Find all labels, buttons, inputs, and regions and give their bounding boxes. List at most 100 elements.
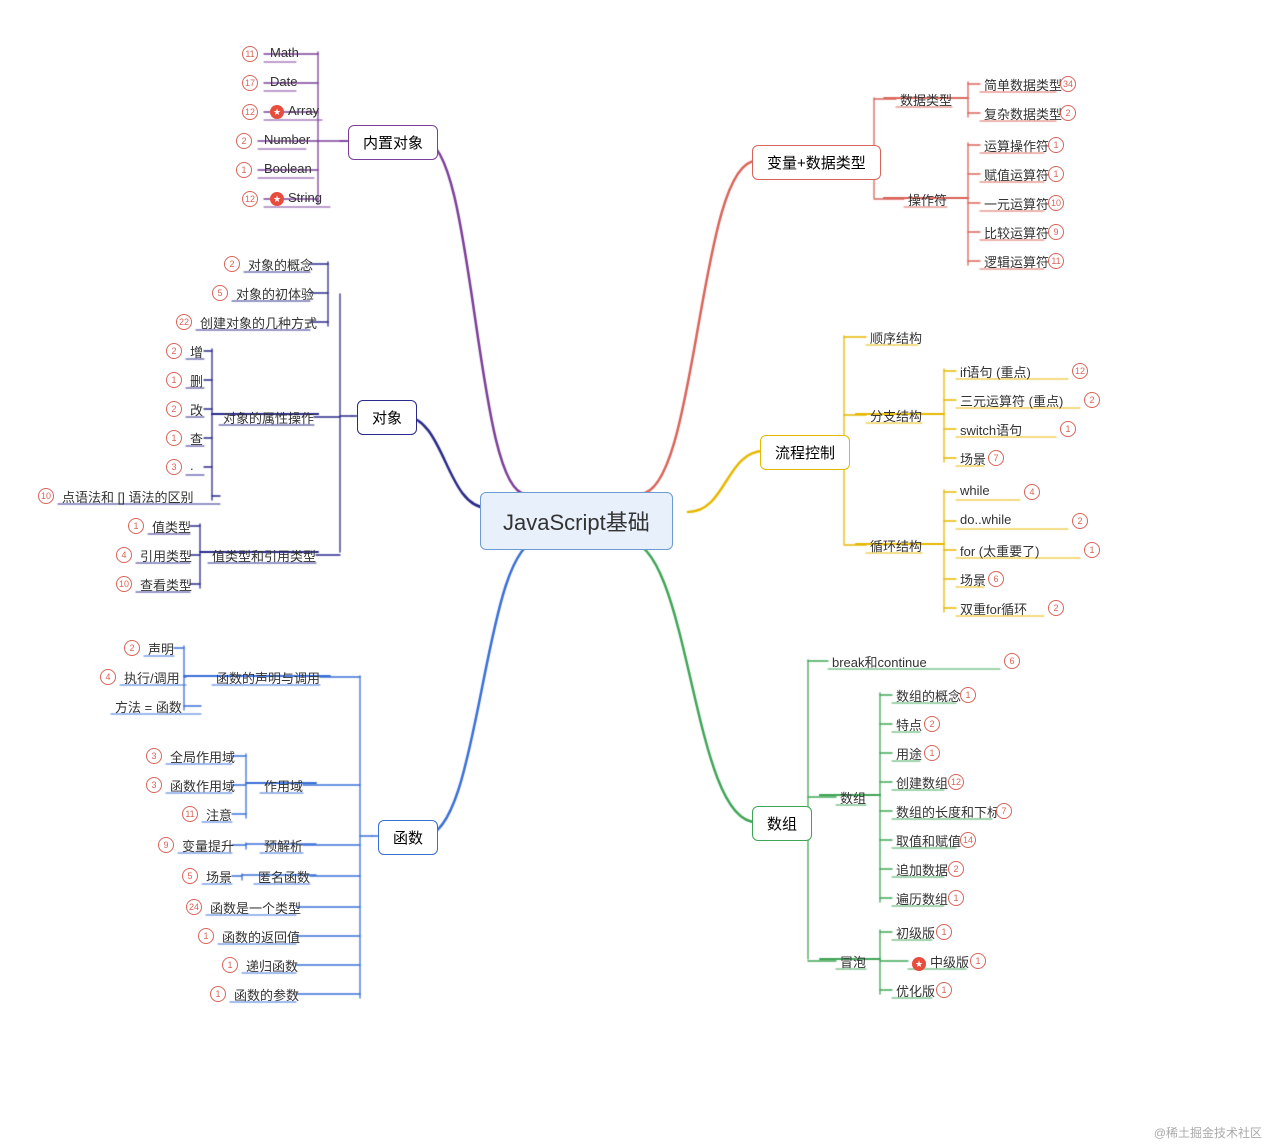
leaf: 顺序结构 [870, 328, 922, 347]
count-badge: 2 [1072, 513, 1088, 529]
mindmap-canvas [0, 0, 1272, 1147]
leaf: 执行/调用 [124, 668, 180, 687]
count-badge: 1 [128, 518, 144, 534]
leaf: 三元运算符 (重点) [960, 391, 1063, 410]
leaf: . [190, 458, 194, 473]
leaf: Boolean [264, 161, 312, 176]
leaf: do..while [960, 512, 1011, 527]
count-badge: 9 [1048, 224, 1064, 240]
count-badge: 1 [970, 953, 986, 969]
group-label: 操作符 [908, 190, 947, 209]
leaf: 复杂数据类型 [984, 104, 1062, 123]
leaf: 全局作用域 [170, 747, 235, 766]
count-badge: 24 [186, 899, 202, 915]
count-badge: 17 [242, 75, 258, 91]
count-badge: 5 [212, 285, 228, 301]
count-badge: 3 [146, 748, 162, 764]
group-label: 循环结构 [870, 536, 922, 555]
count-badge: 10 [1048, 195, 1064, 211]
leaf: 优化版 [896, 981, 935, 1000]
count-badge: 1 [1060, 421, 1076, 437]
leaf: 对象的概念 [248, 255, 313, 274]
count-badge: 2 [224, 256, 240, 272]
count-badge: 11 [1048, 253, 1064, 269]
count-badge: 12 [242, 191, 258, 207]
leaf: 追加数据 [896, 860, 948, 879]
count-badge: 3 [146, 777, 162, 793]
count-badge: 2 [166, 401, 182, 417]
leaf: 方法 = 函数 [115, 697, 182, 716]
star-icon: ★ [912, 957, 926, 971]
leaf: ★String [270, 190, 322, 206]
leaf: ★中级版 [912, 952, 969, 971]
star-icon: ★ [270, 105, 284, 119]
leaf: 遍历数组 [896, 889, 948, 908]
count-badge: 3 [166, 459, 182, 475]
leaf: 一元运算符 [984, 194, 1049, 213]
count-badge: 1 [948, 890, 964, 906]
count-badge: 2 [1048, 600, 1064, 616]
count-badge: 1 [198, 928, 214, 944]
count-badge: 2 [1084, 392, 1100, 408]
count-badge: 10 [38, 488, 54, 504]
branch-function: 函数 [378, 820, 438, 855]
count-badge: 1 [236, 162, 252, 178]
leaf: 赋值运算符 [984, 165, 1049, 184]
leaf: 数组的概念 [896, 686, 961, 705]
leaf: switch语句 [960, 420, 1022, 439]
leaf: for (太重要了) [960, 541, 1039, 560]
count-badge: 6 [988, 571, 1004, 587]
group-label: 数据类型 [900, 90, 952, 109]
branch-builtin: 内置对象 [348, 125, 438, 160]
leaf: 递归函数 [246, 956, 298, 975]
count-badge: 6 [1004, 653, 1020, 669]
watermark: @稀土掘金技术社区 [1154, 1124, 1262, 1141]
leaf: 变量提升 [182, 836, 234, 855]
leaf: if语句 (重点) [960, 362, 1031, 381]
root-node: JavaScript基础 [480, 492, 673, 550]
count-badge: 1 [166, 430, 182, 446]
leaf: break和continue [832, 652, 927, 671]
count-badge: 14 [960, 832, 976, 848]
leaf: 场景 [960, 570, 986, 589]
leaf: 数组的长度和下标 [896, 802, 1000, 821]
count-badge: 9 [158, 837, 174, 853]
count-badge: 2 [166, 343, 182, 359]
count-badge: 5 [182, 868, 198, 884]
count-badge: 1 [936, 982, 952, 998]
group-label: 冒泡 [840, 952, 866, 971]
branch-array: 数组 [752, 806, 812, 841]
leaf: 引用类型 [140, 546, 192, 565]
count-badge: 2 [1060, 105, 1076, 121]
leaf: 增 [190, 342, 203, 361]
group-label: 数组 [840, 788, 866, 807]
count-badge: 1 [924, 745, 940, 761]
count-badge: 1 [222, 957, 238, 973]
group-label: 分支结构 [870, 406, 922, 425]
group-label: 函数的声明与调用 [216, 668, 320, 687]
star-icon: ★ [270, 192, 284, 206]
group-label: 值类型和引用类型 [212, 546, 316, 565]
group-label: 作用域 [264, 776, 303, 795]
leaf: 逻辑运算符 [984, 252, 1049, 271]
leaf: while [960, 483, 990, 498]
leaf: 简单数据类型 [984, 75, 1062, 94]
leaf: 场景 [960, 449, 986, 468]
leaf: 场景 [206, 867, 232, 886]
leaf: 取值和赋值 [896, 831, 961, 850]
leaf: 对象的初体验 [236, 284, 314, 303]
leaf: 函数的返回值 [222, 927, 300, 946]
count-badge: 2 [924, 716, 940, 732]
count-badge: 12 [1072, 363, 1088, 379]
group-label: 匿名函数 [258, 867, 310, 886]
count-badge: 7 [996, 803, 1012, 819]
leaf: 函数的参数 [234, 985, 299, 1004]
leaf: 删 [190, 371, 203, 390]
count-badge: 1 [960, 687, 976, 703]
branch-object: 对象 [357, 400, 417, 435]
group-label: 预解析 [264, 836, 303, 855]
leaf: 双重for循环 [960, 599, 1027, 618]
count-badge: 11 [242, 46, 258, 62]
count-badge: 4 [100, 669, 116, 685]
leaf: 函数是一个类型 [210, 898, 301, 917]
